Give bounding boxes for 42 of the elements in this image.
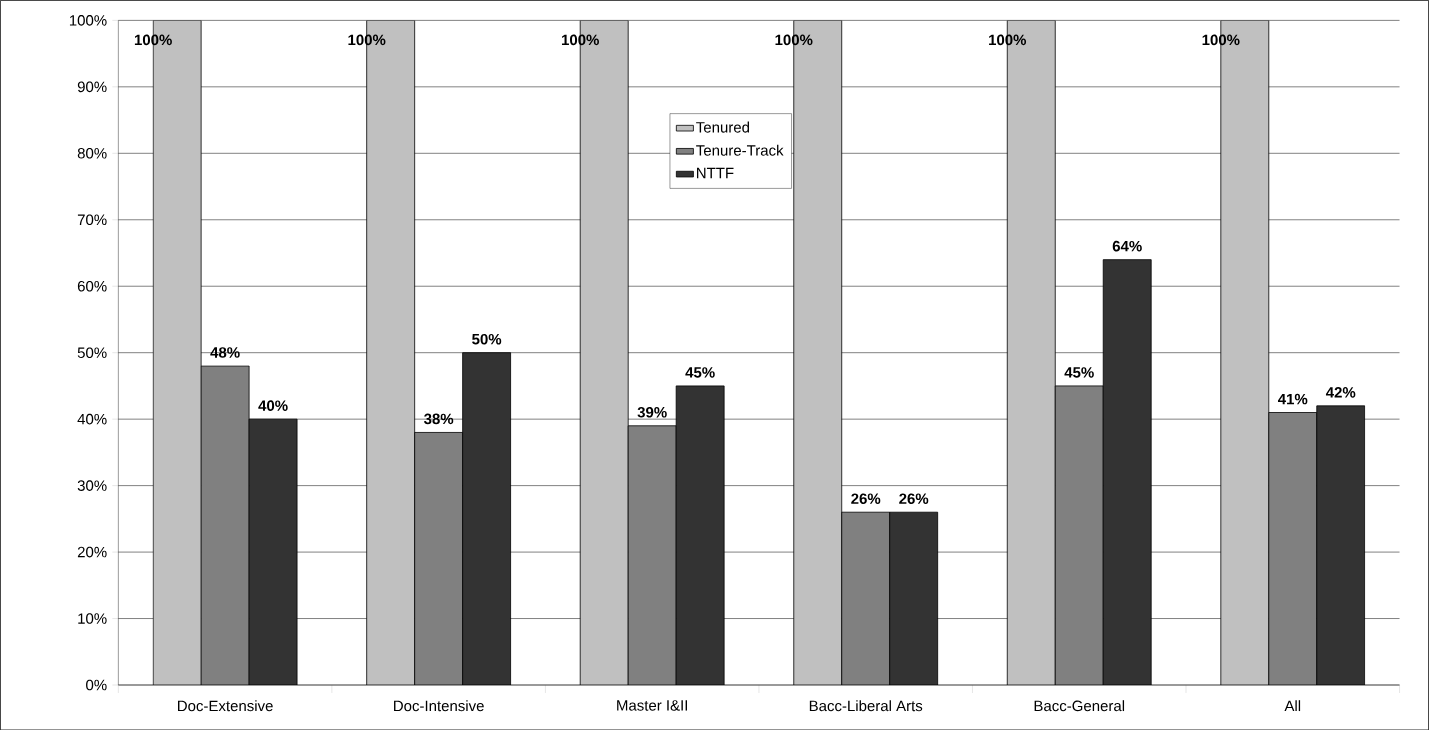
bar — [1102, 259, 1152, 685]
bar — [1316, 405, 1366, 685]
data-label: 48% — [210, 346, 240, 358]
x-tick-label: Bacc-Liberal Arts — [809, 700, 923, 712]
data-label: 41% — [1277, 393, 1308, 405]
legend-label: NTTF — [697, 167, 734, 178]
data-label: 100% — [1202, 34, 1240, 45]
data-label: 100% — [561, 34, 599, 45]
legend-label: Tenured — [696, 121, 750, 133]
legend-label: Tenure-Track — [696, 144, 784, 156]
bar — [462, 352, 511, 685]
data-label: 50% — [472, 333, 502, 345]
x-tick-label: Doc-Extensive — [178, 700, 273, 712]
bar — [889, 511, 939, 685]
y-tick-label: 90% — [77, 81, 107, 92]
data-label: 42% — [1325, 386, 1356, 398]
data-label: 26% — [851, 493, 881, 504]
x-tick-label: Doc-Intensive — [394, 700, 484, 712]
y-tick-label: 0% — [86, 679, 107, 691]
y-tick-label: 10% — [78, 613, 107, 624]
x-tick-label: Master I&II — [617, 700, 688, 711]
y-tick-label: 60% — [77, 280, 107, 292]
y-tick-label: 30% — [77, 480, 107, 491]
y-tick-label: 100% — [69, 14, 107, 26]
y-tick-label: 80% — [77, 147, 107, 159]
y-tick-label: 50% — [77, 347, 107, 358]
bar — [248, 418, 298, 685]
bar — [675, 385, 725, 685]
data-label: 100% — [775, 34, 813, 45]
data-label: 39% — [637, 406, 667, 418]
x-tick-label: All — [1284, 700, 1301, 711]
data-label: 40% — [258, 400, 288, 411]
data-label: 26% — [899, 493, 929, 504]
data-label: 64% — [1112, 240, 1142, 252]
data-label: 100% — [134, 34, 172, 45]
x-tick-label: Bacc-General — [1034, 700, 1125, 712]
data-label: 45% — [685, 366, 715, 378]
data-label: 38% — [423, 413, 454, 425]
y-tick-label: 20% — [77, 546, 107, 558]
data-label: 45% — [1064, 366, 1094, 378]
y-tick-label: 40% — [77, 413, 107, 425]
y-tick-label: 70% — [77, 214, 107, 225]
